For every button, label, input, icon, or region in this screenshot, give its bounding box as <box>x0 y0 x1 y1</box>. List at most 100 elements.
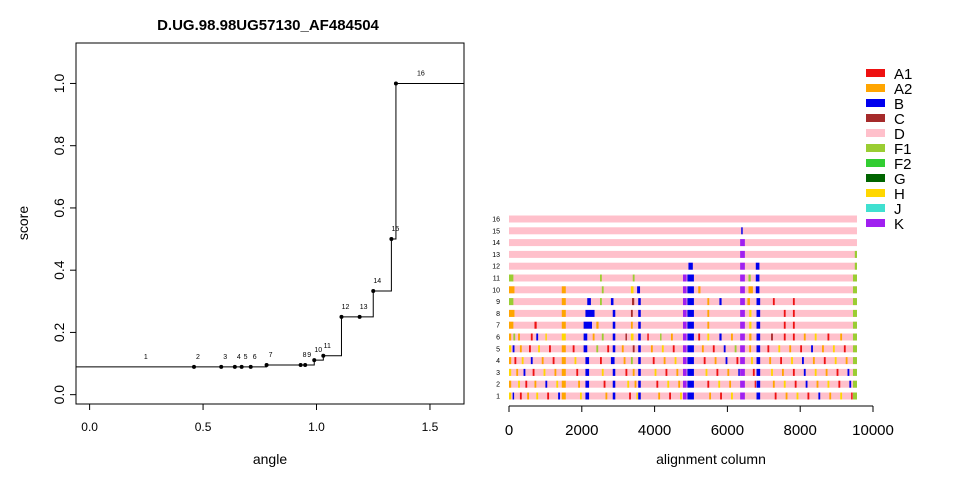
segment <box>670 333 673 341</box>
segment <box>816 380 819 388</box>
segment <box>630 357 633 365</box>
legend-label: C <box>894 111 905 128</box>
segment <box>836 368 839 376</box>
segment <box>688 262 693 270</box>
segment <box>583 333 588 341</box>
segment <box>536 333 539 341</box>
segment <box>541 357 544 365</box>
step-point <box>321 353 326 358</box>
segment <box>785 392 788 400</box>
segment <box>561 357 566 365</box>
segment <box>756 357 761 365</box>
segment <box>638 368 641 376</box>
segment <box>687 380 694 388</box>
segment <box>513 333 516 341</box>
point-label: 2 <box>196 354 200 361</box>
segment <box>603 380 606 388</box>
segment <box>561 392 566 400</box>
segment <box>740 321 745 329</box>
segment <box>638 357 641 365</box>
segment <box>707 333 710 341</box>
segment <box>807 392 810 400</box>
segment <box>509 368 512 376</box>
legend-swatch <box>866 189 885 197</box>
segment <box>682 274 687 282</box>
point-label: 4 <box>237 354 241 361</box>
segment <box>583 321 592 329</box>
segment <box>822 345 824 353</box>
segment <box>612 380 616 388</box>
segment <box>585 309 595 317</box>
step-point <box>357 314 362 319</box>
segment <box>600 298 602 306</box>
segment <box>823 357 826 365</box>
segment <box>740 333 745 341</box>
point-label: 6 <box>253 354 257 361</box>
segment <box>682 309 687 317</box>
segment <box>783 321 786 329</box>
segment <box>755 262 760 270</box>
segment <box>756 368 761 376</box>
segment <box>612 309 616 317</box>
segment <box>747 298 750 306</box>
segment <box>529 345 531 353</box>
segment <box>740 262 745 270</box>
segment <box>756 298 761 306</box>
segment <box>534 321 537 329</box>
segment <box>612 321 616 329</box>
segment <box>772 298 775 306</box>
segment <box>780 357 782 365</box>
segment <box>554 368 557 376</box>
segment <box>852 392 857 400</box>
segment <box>852 368 857 376</box>
segment <box>827 333 830 341</box>
segment <box>634 380 637 388</box>
segment <box>579 392 582 400</box>
segment <box>530 357 533 365</box>
segment <box>652 357 655 365</box>
segment <box>718 380 721 388</box>
point-label: 5 <box>244 354 248 361</box>
segment <box>509 298 514 306</box>
segment <box>852 357 857 365</box>
legend-swatch <box>866 159 885 167</box>
segment <box>767 345 770 353</box>
legend-label: D <box>894 126 905 143</box>
segment <box>852 333 857 341</box>
x-tick-label: 1.0 <box>308 420 325 434</box>
segment <box>731 392 733 400</box>
segment <box>561 333 566 341</box>
segment <box>509 380 512 388</box>
segment <box>519 392 522 400</box>
segment <box>792 368 795 376</box>
legend-swatch <box>866 174 885 182</box>
point-label: 15 <box>391 226 399 233</box>
segment <box>680 392 682 400</box>
segment <box>656 380 659 388</box>
segment <box>772 380 775 388</box>
x-axis-label: angle <box>253 451 287 467</box>
segment <box>585 357 590 365</box>
segment <box>771 368 773 376</box>
segment <box>687 309 694 317</box>
row-label: 12 <box>492 264 500 271</box>
segment <box>663 357 666 365</box>
legend-label: J <box>894 201 902 218</box>
segment <box>519 345 522 353</box>
segment <box>512 345 515 353</box>
segment <box>740 368 745 376</box>
segment <box>800 345 803 353</box>
segment <box>561 309 566 317</box>
segment <box>552 357 555 365</box>
step-point <box>191 364 196 369</box>
segment <box>661 345 664 353</box>
segment <box>734 345 737 353</box>
segment <box>749 345 752 353</box>
segment <box>756 392 761 400</box>
subtype-mosaic: 16 15 14 13 12 11 10 9 8 7 6 5 4 3 2 1 0 2000 4000 6000 800… <box>492 66 912 467</box>
segment <box>637 286 641 294</box>
segment <box>840 392 843 400</box>
legend-label: A2 <box>894 81 912 98</box>
